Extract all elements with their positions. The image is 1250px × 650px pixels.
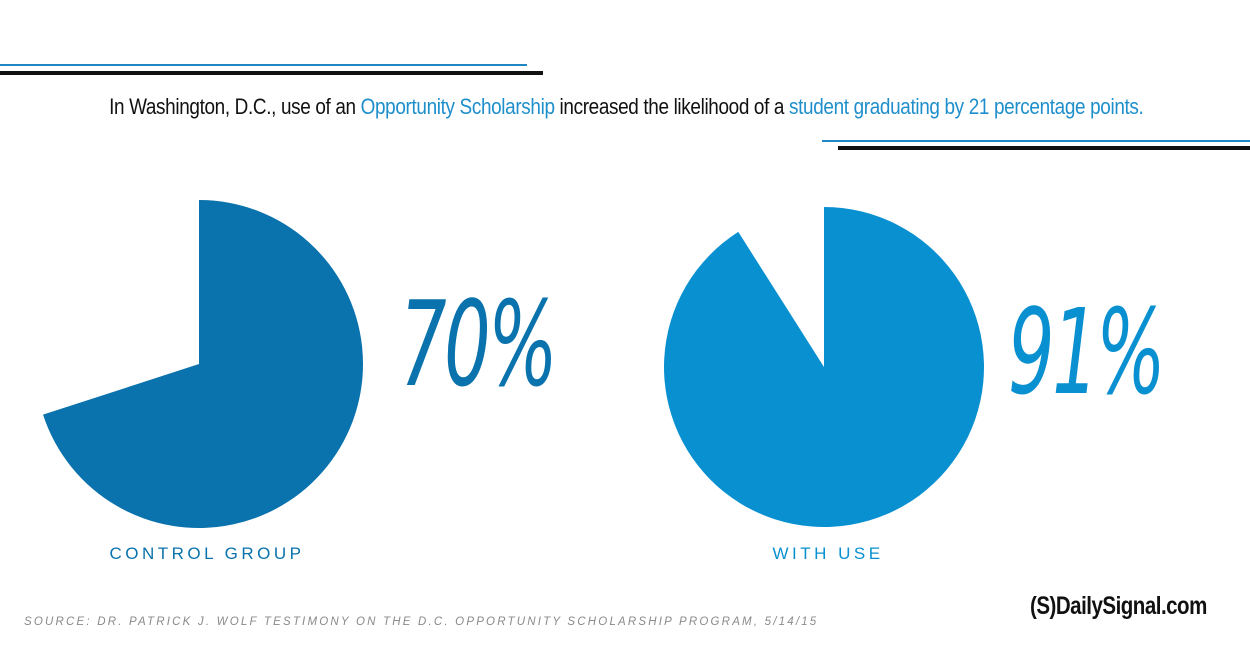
value-label-with-use: 91% bbox=[1008, 283, 1166, 421]
top-black-rule bbox=[0, 71, 543, 75]
pie-slice-control-group bbox=[43, 200, 364, 528]
category-label-control-group: CONTROL GROUP bbox=[109, 544, 305, 563]
headline-highlight-graduation: student graduating by 21 percentage poin… bbox=[789, 94, 1144, 119]
headline-highlight-opportunity-scholarship: Opportunity Scholarship bbox=[360, 94, 555, 119]
top-accent-rule bbox=[0, 64, 527, 66]
value-label-control-group: 70% bbox=[400, 275, 558, 413]
headline: In Washington, D.C., use of an Opportuni… bbox=[89, 94, 1164, 120]
bottom-black-rule bbox=[838, 146, 1250, 150]
source-note: SOURCE: DR. PATRICK J. WOLF TESTIMONY ON… bbox=[24, 616, 819, 628]
brand-logo: (S)DailySignal.com bbox=[1030, 592, 1207, 620]
pie-slice-with-use bbox=[664, 207, 985, 527]
category-label-with-use: WITH USE bbox=[772, 544, 884, 563]
headline-text-2: increased the likelihood of a bbox=[554, 94, 790, 119]
bottom-accent-rule bbox=[822, 140, 1250, 142]
headline-text-1: In Washington, D.C., use of an bbox=[109, 94, 361, 119]
